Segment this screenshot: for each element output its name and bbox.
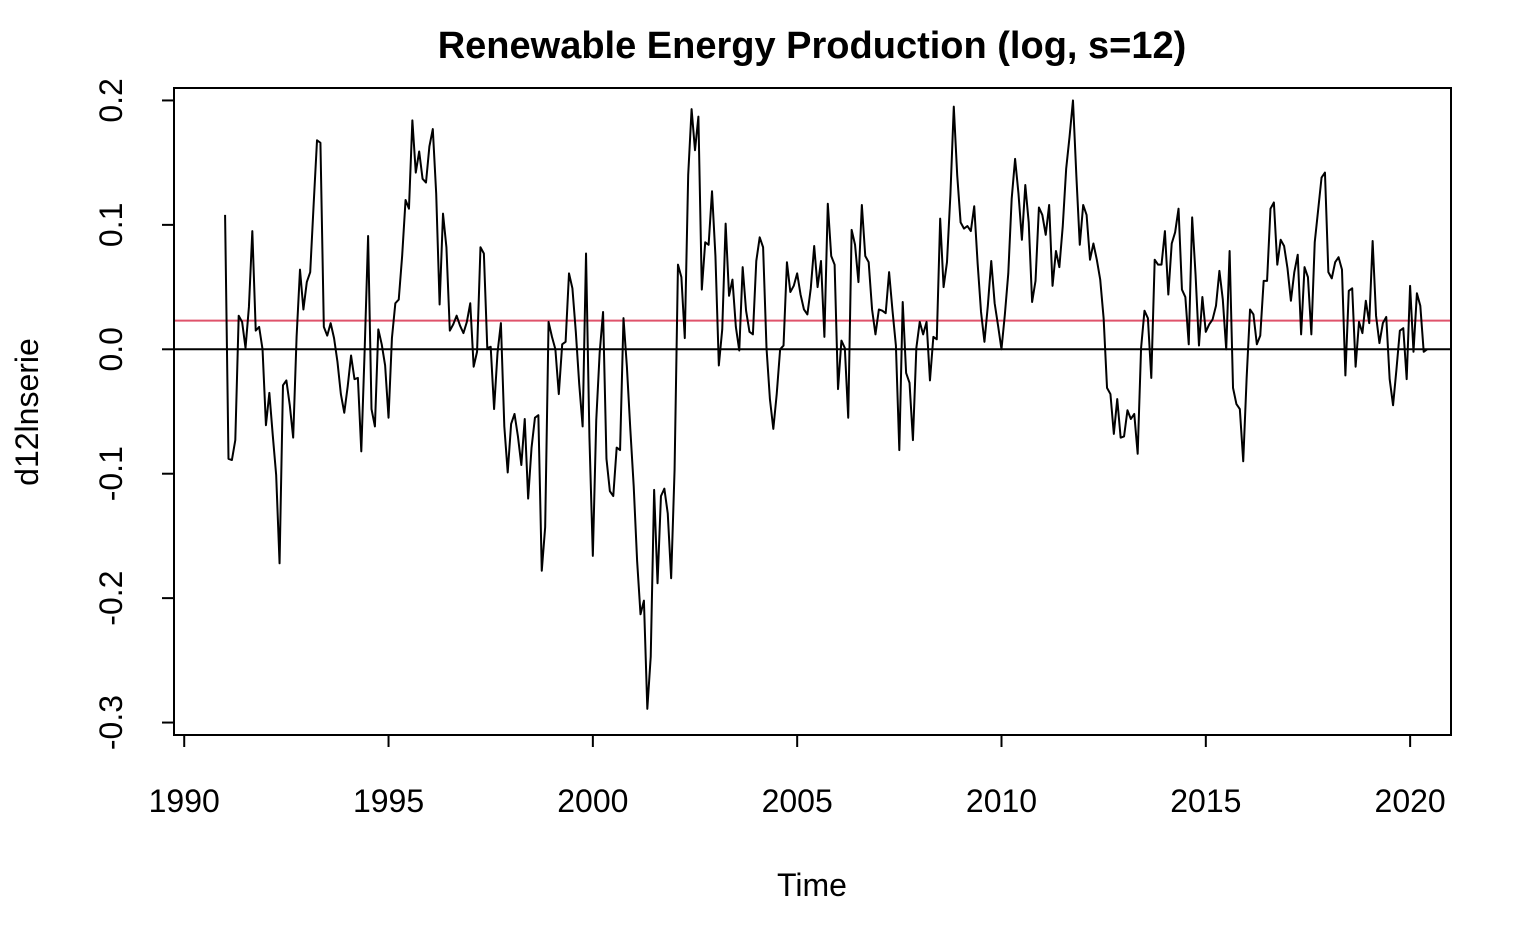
y-tick-label: -0.1 xyxy=(93,446,129,501)
chart-title: Renewable Energy Production (log, s=12) xyxy=(438,25,1187,67)
x-axis-label: Time xyxy=(777,867,847,903)
y-tick-label: 0.0 xyxy=(93,327,129,371)
x-axis: 1990 1995 2000 2005 2010 2015 2020 xyxy=(149,734,1446,819)
x-tick-label: 2000 xyxy=(557,783,628,819)
x-tick-label: 2015 xyxy=(1170,783,1241,819)
y-tick-label: -0.2 xyxy=(93,571,129,626)
x-tick-label: 2020 xyxy=(1375,783,1446,819)
y-tick-label: 0.1 xyxy=(93,203,129,247)
plot-frame xyxy=(173,87,1452,736)
y-axis: -0.3 -0.2 -0.1 0.0 0.1 0.2 xyxy=(93,78,175,750)
y-tick-label: 0.2 xyxy=(93,78,129,122)
x-tick-label: 2010 xyxy=(966,783,1037,819)
plot-area xyxy=(174,99,1451,710)
x-tick-label: 1990 xyxy=(149,783,220,819)
y-axis-label: d12lnserie xyxy=(9,338,45,486)
y-tick-label: -0.3 xyxy=(93,695,129,750)
x-tick-label: 1995 xyxy=(353,783,424,819)
series-line-0 xyxy=(224,99,1428,710)
x-tick-label: 2005 xyxy=(762,783,833,819)
